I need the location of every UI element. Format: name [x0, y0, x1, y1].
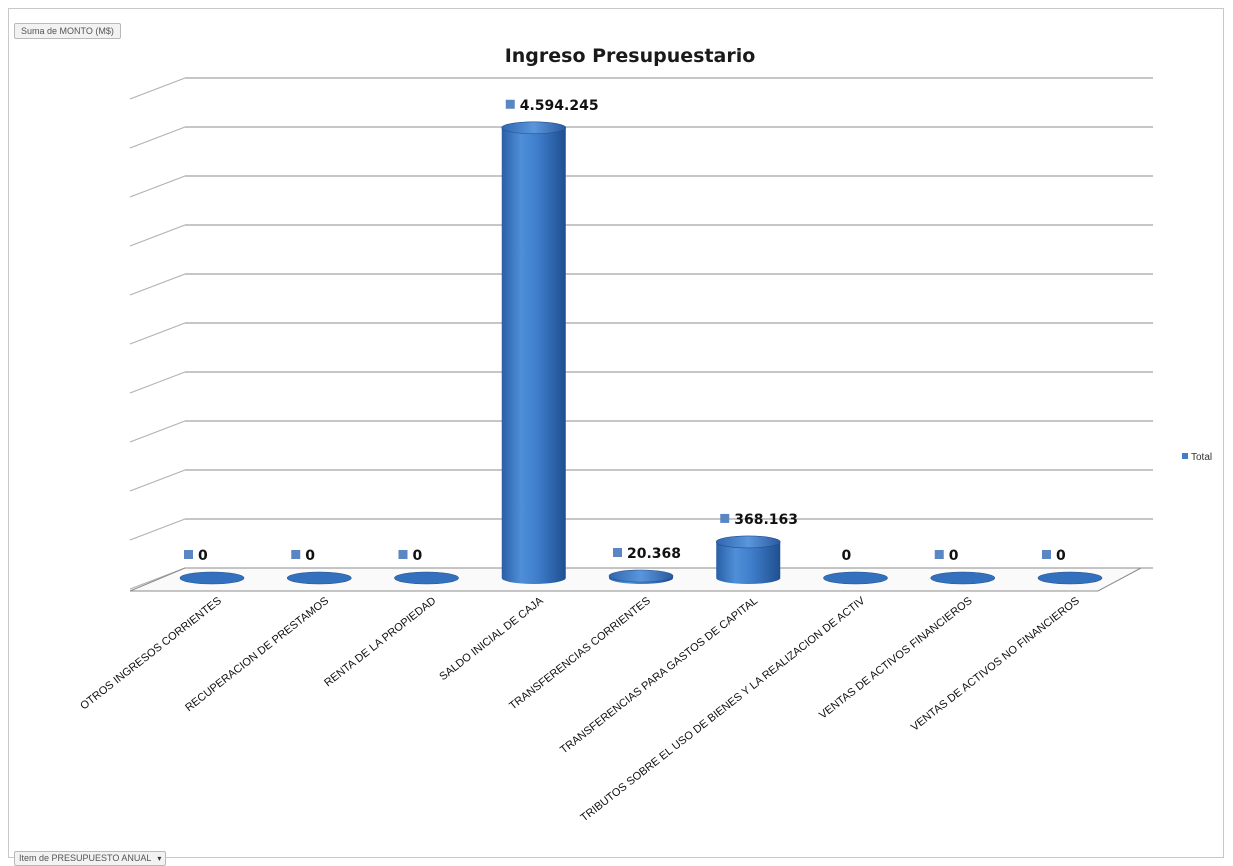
gridline-side: [129, 273, 186, 296]
bar-top: [715, 535, 781, 549]
data-label-text: 0: [305, 548, 315, 564]
gridline-side: [129, 469, 186, 492]
gridline-side: [129, 518, 186, 541]
chart-title: Ingreso Presupuestario: [505, 45, 756, 67]
data-label-text: 0: [842, 548, 852, 564]
legend-key-icon: [1042, 550, 1051, 559]
bar: [179, 571, 245, 585]
legend-swatch: [1182, 453, 1188, 459]
category-label: TRANSFERENCIAS PARA GASTOS DE CAPITAL: [558, 595, 760, 756]
chevron-down-icon[interactable]: ▾: [157, 854, 162, 863]
data-label: 0: [1042, 548, 1066, 564]
bar: [501, 121, 567, 585]
bar: [930, 571, 996, 585]
legend-key-icon: [720, 513, 730, 523]
data-label: 20.368: [613, 546, 681, 562]
data-label: 0: [842, 548, 852, 564]
legend-key-icon: [505, 99, 515, 109]
legend-label: Total: [1191, 452, 1212, 463]
bar-top: [286, 571, 352, 585]
bar: [715, 535, 781, 584]
category-label: RENTA DE LA PROPIEDAD: [322, 595, 438, 689]
gridline-side: [129, 224, 186, 247]
bar: [1037, 571, 1103, 585]
bar-body: [501, 127, 566, 585]
gridline-side: [129, 371, 186, 394]
data-labels: 0 0 0 4.594.245 20.368 368.163 0 0 0: [184, 98, 1066, 564]
gridline-side: [129, 175, 186, 198]
data-label: 0: [934, 548, 959, 564]
data-label-text: 20.368: [627, 546, 681, 562]
bar-top: [501, 121, 567, 135]
chart-frame: [8, 8, 1224, 858]
category-label: SALDO INICIAL DE CAJA: [437, 595, 546, 684]
gridline-side: [129, 77, 186, 100]
pivot-data-field-label: Suma de MONTO (M$): [21, 26, 114, 36]
data-label: 368.163: [720, 512, 798, 528]
category-label: VENTAS DE ACTIVOS NO FINANCIEROS: [909, 595, 1082, 734]
bar: [286, 571, 352, 585]
gridline-side: [129, 322, 186, 345]
bar-top: [1037, 571, 1103, 585]
data-label: 4.594.245: [505, 98, 599, 114]
data-label-text: 0: [949, 548, 959, 564]
legend: Total: [1182, 452, 1212, 463]
legend-key-icon: [291, 550, 301, 559]
legend-key-icon: [184, 550, 193, 559]
data-label-text: 368.163: [734, 512, 798, 528]
bar: [823, 571, 888, 585]
data-label-text: 0: [413, 548, 423, 564]
data-label: 0: [184, 548, 208, 564]
bar: [394, 571, 459, 585]
data-label: 0: [291, 548, 315, 564]
gridline-side: [129, 126, 186, 149]
bar: [608, 569, 674, 584]
data-label-text: 0: [198, 548, 208, 564]
gridlines: [129, 77, 1153, 590]
data-label: 0: [398, 548, 423, 564]
legend-key-icon: [613, 548, 622, 558]
legend-key-icon: [934, 550, 944, 559]
bar-top: [394, 571, 459, 585]
bar-top: [930, 571, 996, 585]
legend-key-icon: [398, 550, 408, 559]
bar-top: [608, 569, 674, 583]
bar-body: [716, 541, 781, 584]
pivot-axis-field-label: Item de PRESUPUESTO ANUAL: [19, 853, 152, 863]
bars: [179, 121, 1103, 585]
data-label-text: 0: [1056, 548, 1066, 564]
bar-top: [823, 571, 888, 585]
bar-top: [179, 571, 245, 585]
data-label-text: 4.594.245: [520, 98, 599, 114]
gridline-side: [129, 420, 186, 443]
pivot-data-field-button[interactable]: Suma de MONTO (M$): [14, 23, 121, 39]
